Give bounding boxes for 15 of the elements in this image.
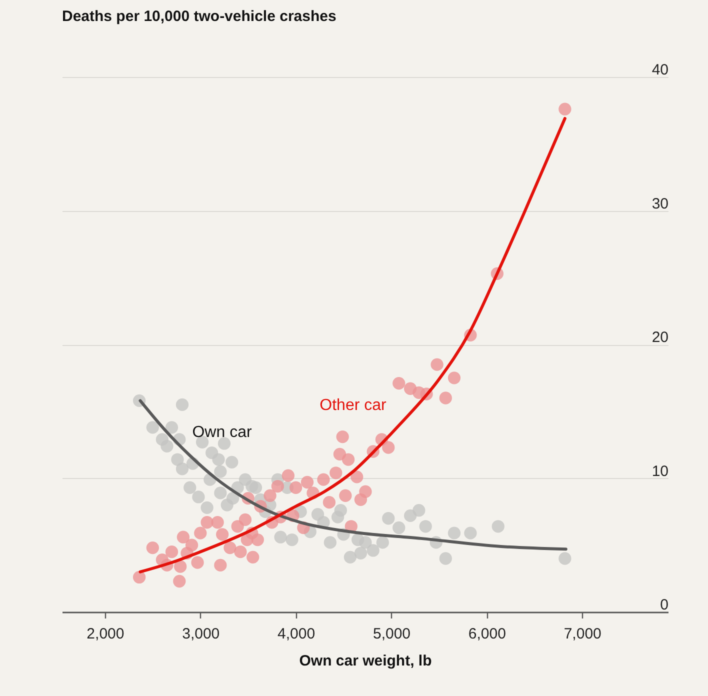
x-tick-label: 3,000 bbox=[182, 626, 220, 642]
y-tick-label: 20 bbox=[652, 329, 668, 346]
y-tick-label: 30 bbox=[652, 195, 668, 212]
y-axis-title: Deaths per 10,000 two-vehicle crashes bbox=[62, 8, 336, 25]
y-tick-label: 10 bbox=[652, 462, 668, 480]
x-tick-label: 2,000 bbox=[86, 626, 124, 642]
y-tick-label: 0 bbox=[660, 596, 668, 614]
x-tick-label: 5,000 bbox=[372, 626, 411, 642]
x-axis-title: Own car weight, lb bbox=[299, 652, 432, 670]
x-tick-label: 7,000 bbox=[564, 626, 602, 642]
y-tick-label: 40 bbox=[652, 62, 668, 78]
x-tick-label: 6,000 bbox=[468, 626, 506, 642]
series-label: Other car bbox=[320, 397, 388, 414]
series-label: Own car bbox=[192, 424, 252, 441]
x-tick-label: 4,000 bbox=[278, 626, 316, 642]
